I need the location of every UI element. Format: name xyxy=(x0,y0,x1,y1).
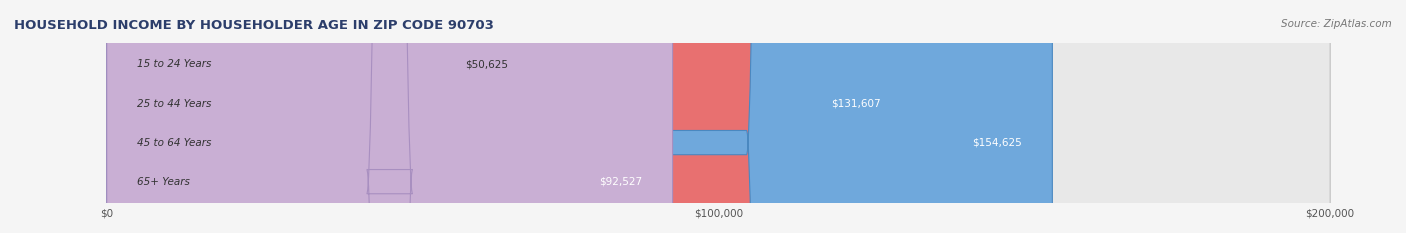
Text: HOUSEHOLD INCOME BY HOUSEHOLDER AGE IN ZIP CODE 90703: HOUSEHOLD INCOME BY HOUSEHOLDER AGE IN Z… xyxy=(14,19,494,32)
FancyBboxPatch shape xyxy=(107,0,1330,233)
FancyBboxPatch shape xyxy=(107,0,672,233)
Text: $92,527: $92,527 xyxy=(599,177,643,187)
FancyBboxPatch shape xyxy=(107,0,1330,233)
FancyBboxPatch shape xyxy=(107,0,1052,233)
Text: Source: ZipAtlas.com: Source: ZipAtlas.com xyxy=(1281,19,1392,29)
Text: 15 to 24 Years: 15 to 24 Years xyxy=(138,59,212,69)
Text: $154,625: $154,625 xyxy=(972,137,1022,147)
FancyBboxPatch shape xyxy=(107,0,416,233)
Text: 25 to 44 Years: 25 to 44 Years xyxy=(138,99,212,109)
FancyBboxPatch shape xyxy=(107,0,1330,233)
Text: $50,625: $50,625 xyxy=(465,59,508,69)
Text: 65+ Years: 65+ Years xyxy=(138,177,190,187)
Text: 45 to 64 Years: 45 to 64 Years xyxy=(138,137,212,147)
FancyBboxPatch shape xyxy=(107,0,1330,233)
Text: $131,607: $131,607 xyxy=(831,99,882,109)
FancyBboxPatch shape xyxy=(107,0,911,233)
